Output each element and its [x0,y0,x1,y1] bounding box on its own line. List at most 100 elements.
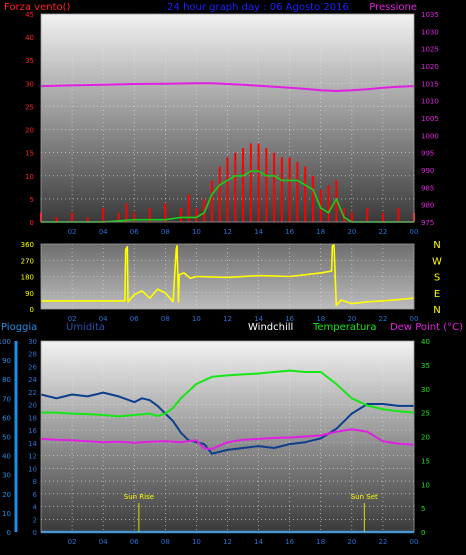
wind-gust-bar [242,148,245,222]
x-tick-label: 08 [161,228,170,236]
wind-tick-label: 15 [25,150,34,158]
x-tick-label: 04 [99,228,108,236]
x-tick-label: 12 [223,315,232,323]
wind-gust-bar [203,198,206,222]
temperature-left-tick-label: 28 [28,351,37,359]
panel-frame [40,340,415,533]
wind-gust-bar [179,208,182,222]
wind-tick-label: 45 [25,11,34,19]
temperature-left-tick-label: 20 [28,402,37,410]
wind-gust-bar [71,212,74,222]
temperature-line [41,369,415,418]
panel-frame [40,243,415,310]
wind-tick-label: 20 [25,127,34,135]
x-tick-label: 02 [68,538,77,546]
wind-gust-bar [210,180,213,222]
wind-direction-line [41,244,415,307]
wind-gust-bar [117,212,120,222]
wind-avg-line [41,170,414,223]
pressure-tick-label: 1025 [421,46,439,54]
wind-gust-bar [304,166,307,222]
wind-gust-bar [311,175,314,222]
rain-tick-label: 50 [2,434,11,442]
x-tick-label: 22 [378,315,387,323]
pressure-tick-label: 1030 [421,28,439,36]
rain-tick-label: 90 [2,357,11,365]
pressure-tick-label: 990 [421,167,434,175]
compass-tick-label: N [433,240,440,251]
pressure-tick-label: 1015 [421,80,439,88]
x-tick-label: 06 [130,228,139,236]
wind-gust-bar [249,143,252,222]
x-tick-label: 04 [99,538,108,546]
pressure-tick-label: 995 [421,150,434,158]
wind-gust-bar [195,208,198,222]
pressure-tick-label: 980 [421,202,434,210]
temperature-right-tick-label: 20 [421,434,430,442]
x-tick-label: 12 [223,228,232,236]
temperature-left-tick-label: 6 [33,491,38,499]
pressure-tick-label: 1000 [421,132,439,140]
x-tick-label: 14 [254,315,263,323]
x-tick-label: 02 [68,228,77,236]
rain-tick-label: 0 [7,529,11,537]
temperature-right-tick-label: 10 [421,481,430,489]
dewpoint-line [40,428,415,450]
wind-gust-bar [319,189,322,222]
compass-tick-label: S [434,273,440,284]
x-tick-label: 20 [347,315,356,323]
temperature-right-tick-label: 25 [421,410,430,418]
wind-gust-bar [335,180,338,222]
wind-gust-bar [273,152,276,222]
pressure-tick-label: 975 [421,219,434,227]
wind-tick-label: 10 [25,173,34,181]
x-tick-label: 14 [254,538,263,546]
wind-tick-label: 35 [25,57,34,65]
x-tick-label: 22 [378,228,387,236]
chart-title: 24 hour graph day : 06 Agosto 2016 [167,2,349,13]
wind-gust-bar [102,208,105,222]
temperature-left-tick-label: 16 [28,427,37,435]
temperature-left-tick-label: 4 [33,504,38,512]
x-tick-label: 18 [316,538,325,546]
direction-tick-label: 180 [21,274,34,282]
x-tick-label: 10 [192,228,201,236]
x-tick-label: 14 [254,228,263,236]
wind-gust-bar [327,185,330,222]
x-tick-label: 06 [130,538,139,546]
windchill-legend: Windchill [248,322,293,333]
rain-tick-label: 80 [2,376,11,384]
wind-gust-bar [133,212,136,222]
temperature-left-tick-label: 2 [33,516,37,524]
wind-gust-bar [234,152,237,222]
x-tick-label: 00 [410,538,419,546]
rain-tick-label: 20 [2,491,11,499]
temperature-left-tick-label: 24 [28,376,37,384]
pressure-tick-label: 1020 [421,63,439,71]
temperature-left-tick-label: 26 [28,363,37,371]
x-tick-label: 20 [347,538,356,546]
rain-tick-label: 70 [2,395,11,403]
wind-gust-bar [125,203,128,222]
x-tick-label: 10 [192,315,201,323]
x-tick-label: 00 [410,315,419,323]
wind-tick-label: 25 [25,103,34,111]
rain-axis-label: Pioggia [1,322,37,333]
wind-gust-bar [381,212,384,222]
wind-gust-bar [350,212,353,222]
humidity-axis-label: Umidita [66,322,105,333]
temperature-left-tick-label: 18 [28,414,37,422]
wind-gust-bar [288,157,291,222]
temperature-right-tick-label: 30 [421,386,430,394]
compass-tick-label: N [433,305,440,316]
pressure-axis-label: Pressione [369,2,417,13]
x-tick-label: 20 [347,228,356,236]
wind-gust-bar [187,194,190,222]
x-tick-label: 16 [285,315,294,323]
wind-gust-bar [55,217,58,222]
wind-gust-bar [343,208,346,222]
temperature-left-tick-label: 22 [28,389,37,397]
rain-tick-label: 100 [0,338,11,346]
rain-tick-label: 40 [2,453,11,461]
temperature-legend: Temperatura [312,322,377,333]
